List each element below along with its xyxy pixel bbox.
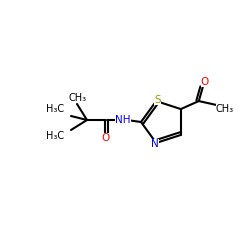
Text: CH₃: CH₃ [216,104,234,114]
Text: H₃C: H₃C [46,104,64,114]
Text: O: O [201,77,209,87]
Text: S: S [154,95,160,105]
Text: NH: NH [115,115,131,125]
Text: CH₃: CH₃ [69,93,87,103]
Text: H₃C: H₃C [46,131,64,141]
Text: O: O [101,133,109,143]
Text: N: N [151,139,159,149]
